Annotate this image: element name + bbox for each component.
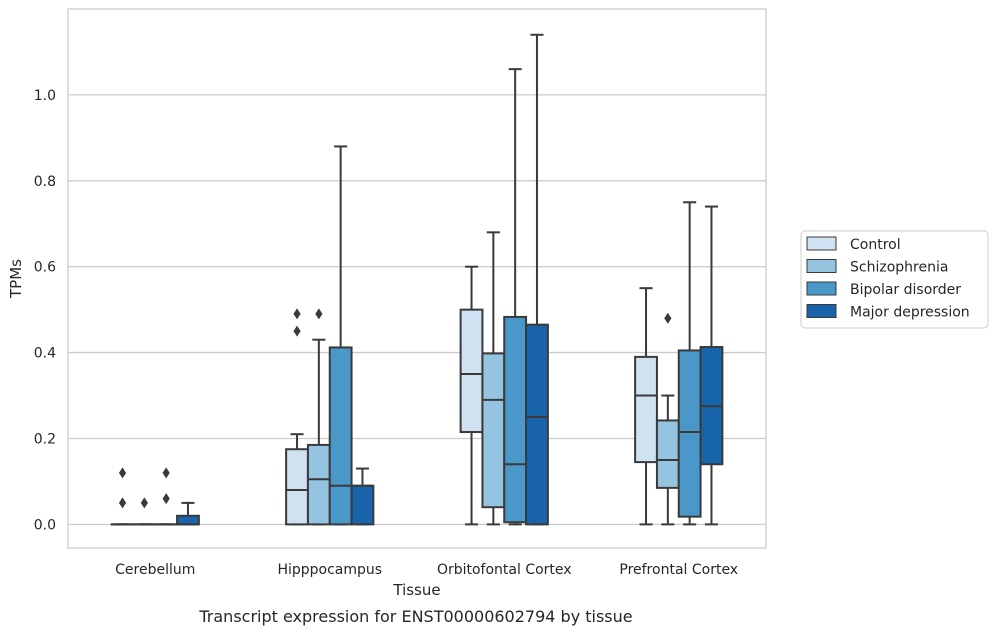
box-group: [176, 501, 200, 526]
box: [503, 315, 528, 524]
legend-item: Major depression: [806, 304, 970, 321]
y-tick-label: 0.0: [34, 517, 56, 533]
box: [306, 443, 331, 526]
legend-label: Schizophrenia: [850, 260, 948, 276]
x-tick-label: Prefrontal Cortex: [619, 562, 738, 578]
legend-item: Bipolar disorder: [806, 281, 961, 298]
box: [328, 346, 353, 526]
legend-label: Control: [850, 237, 901, 253]
legend-frame: [800, 230, 989, 329]
legend-swatch: [806, 281, 837, 296]
outlier-point: [162, 493, 170, 505]
x-axis-ticks: Cerebellum Hipppocampus Orbitofontal Corte…: [115, 562, 738, 578]
box-group: [459, 265, 484, 526]
box-group: [350, 467, 375, 526]
box: [459, 308, 484, 434]
box-group: [481, 231, 506, 526]
outlier-point: [293, 325, 301, 337]
plot-area-frame: [67, 8, 767, 549]
y-tick-label: 0.2: [34, 431, 56, 447]
y-tick-label: 0.4: [34, 346, 56, 362]
outlier-point: [293, 308, 301, 320]
legend: Control Schizophrenia Bipolar disorder Majo…: [800, 230, 989, 329]
outlier-point: [162, 467, 170, 479]
box-group: [699, 205, 724, 526]
box-group: [285, 308, 309, 526]
box-group: [154, 467, 179, 526]
box: [525, 323, 549, 526]
outlier-point: [118, 467, 127, 479]
legend-item: Control: [806, 236, 901, 253]
legend-swatch: [806, 259, 837, 273]
box-group: [132, 497, 157, 526]
box-group: [306, 308, 331, 526]
x-tick-label: Hipppocampus: [277, 562, 382, 578]
box: [655, 419, 680, 489]
legend-swatch: [806, 236, 837, 251]
boxes: [110, 33, 724, 526]
x-tick-label: Cerebellum: [115, 562, 195, 578]
box-group: [110, 467, 135, 526]
box: [285, 448, 309, 526]
legend-label: Bipolar disorder: [850, 282, 961, 298]
y-axis-label: TPMs: [7, 259, 25, 299]
outlier-point: [140, 497, 148, 509]
box-group: [634, 287, 658, 526]
outlier-point: [315, 308, 323, 320]
legend-swatch: [806, 304, 837, 318]
box: [176, 514, 200, 526]
x-axis-label: Tissue: [392, 581, 440, 599]
y-tick-label: 0.8: [34, 174, 56, 190]
y-axis-ticks: 0.0 0.2 0.4 0.6 0.8 1.0: [34, 88, 56, 533]
box: [350, 484, 375, 526]
outlier-point: [664, 312, 672, 324]
figure-caption: Transcript expression for ENST0000060279…: [198, 607, 632, 626]
box-group: [655, 312, 680, 526]
legend-label: Major depression: [850, 305, 970, 321]
box: [677, 349, 702, 518]
box: [634, 355, 658, 464]
box-group: [525, 33, 549, 526]
box: [481, 352, 506, 509]
y-tick-label: 0.6: [34, 260, 56, 276]
box-group: [677, 201, 702, 526]
box-group: [503, 68, 528, 526]
outlier-point: [118, 497, 127, 509]
y-tick-label: 1.0: [34, 88, 56, 104]
box-group: [328, 145, 353, 526]
x-tick-label: Orbitofontal Cortex: [437, 562, 572, 578]
legend-item: Schizophrenia: [806, 259, 948, 276]
